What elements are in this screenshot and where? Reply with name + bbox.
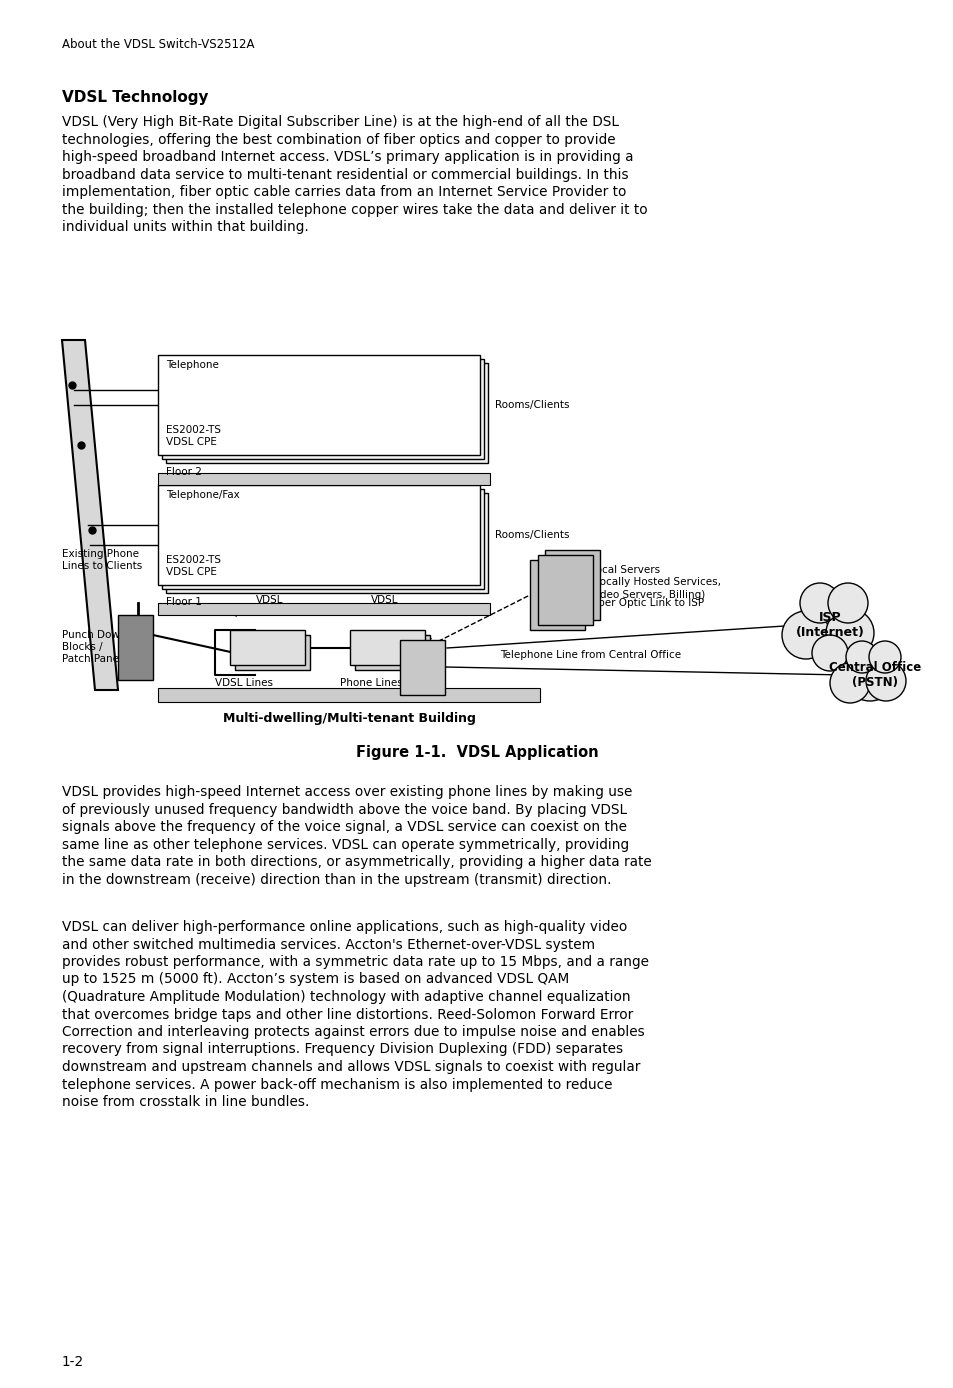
- Polygon shape: [166, 364, 488, 464]
- Text: implementation, fiber optic cable carries data from an Internet Service Provider: implementation, fiber optic cable carrie…: [62, 185, 626, 198]
- Circle shape: [825, 609, 873, 657]
- Text: ISP
(Internet): ISP (Internet): [795, 611, 863, 638]
- Bar: [158, 688, 539, 702]
- Text: of previously unused frequency bandwidth above the voice band. By placing VDSL: of previously unused frequency bandwidth…: [62, 802, 626, 816]
- Text: downstream and upstream channels and allows VDSL signals to coexist with regular: downstream and upstream channels and all…: [62, 1060, 639, 1074]
- Text: in the downstream (receive) direction than in the upstream (transmit) direction.: in the downstream (receive) direction th…: [62, 873, 611, 887]
- Text: ES2002-TS
VDSL CPE: ES2002-TS VDSL CPE: [166, 555, 221, 577]
- Text: high-speed broadband Internet access. VDSL’s primary application is in providing: high-speed broadband Internet access. VD…: [62, 150, 633, 164]
- Text: VDSL (Very High Bit-Rate Digital Subscriber Line) is at the high-end of all the : VDSL (Very High Bit-Rate Digital Subscri…: [62, 115, 618, 129]
- Text: signals above the frequency of the voice signal, a VDSL service can coexist on t: signals above the frequency of the voice…: [62, 820, 626, 834]
- Bar: [399, 640, 444, 695]
- Text: noise from crosstalk in line bundles.: noise from crosstalk in line bundles.: [62, 1095, 309, 1109]
- Polygon shape: [158, 355, 479, 455]
- Text: Floor 2: Floor 2: [166, 466, 202, 477]
- Text: Multi-dwelling/Multi-tenant Building: Multi-dwelling/Multi-tenant Building: [222, 712, 475, 725]
- Text: the building; then the installed telephone copper wires take the data and delive: the building; then the installed telepho…: [62, 203, 647, 217]
- Circle shape: [811, 634, 847, 670]
- Text: up to 1525 m (5000 ft). Accton’s system is based on advanced VDSL QAM: up to 1525 m (5000 ft). Accton’s system …: [62, 973, 569, 987]
- Text: Fiber Optic Link to ISP: Fiber Optic Link to ISP: [589, 598, 703, 608]
- Text: recovery from signal interruptions. Frequency Division Duplexing (FDD) separates: recovery from signal interruptions. Freq…: [62, 1042, 622, 1056]
- Text: the same data rate in both directions, or asymmetrically, providing a higher dat: the same data rate in both directions, o…: [62, 855, 651, 869]
- Bar: [158, 602, 490, 615]
- Polygon shape: [158, 484, 479, 584]
- Bar: [158, 473, 490, 484]
- Polygon shape: [162, 489, 483, 589]
- Circle shape: [865, 661, 905, 701]
- Text: Rooms/Clients: Rooms/Clients: [495, 400, 569, 409]
- Bar: [355, 634, 430, 670]
- Text: Floor 1: Floor 1: [166, 597, 202, 607]
- Text: ES2002-TS
VDSL CPE: ES2002-TS VDSL CPE: [166, 425, 221, 447]
- Text: VDSL Technology: VDSL Technology: [62, 90, 209, 105]
- Polygon shape: [162, 359, 483, 459]
- Circle shape: [829, 663, 869, 702]
- Text: Figure 1-1.  VDSL Application: Figure 1-1. VDSL Application: [355, 745, 598, 761]
- Polygon shape: [166, 493, 488, 593]
- Text: same line as other telephone services. VDSL can operate symmetrically, providing: same line as other telephone services. V…: [62, 837, 628, 851]
- Circle shape: [843, 650, 895, 701]
- Text: individual units within that building.: individual units within that building.: [62, 221, 309, 235]
- Circle shape: [845, 641, 877, 673]
- Text: Phone Lines: Phone Lines: [339, 677, 402, 688]
- Text: broadband data service to multi-tenant residential or commercial buildings. In t: broadband data service to multi-tenant r…: [62, 168, 628, 182]
- Text: Central Office
(PSTN): Central Office (PSTN): [828, 661, 921, 688]
- Text: Telephone: Telephone: [166, 359, 218, 371]
- Text: Telephone/Fax: Telephone/Fax: [166, 490, 239, 500]
- Bar: [234, 634, 310, 670]
- Text: provides robust performance, with a symmetric data rate up to 15 Mbps, and a ran: provides robust performance, with a symm…: [62, 955, 648, 969]
- Text: VDSL can deliver high-performance online applications, such as high-quality vide: VDSL can deliver high-performance online…: [62, 920, 626, 934]
- Bar: [544, 550, 599, 620]
- Text: 1-2: 1-2: [62, 1355, 84, 1369]
- Bar: [118, 615, 152, 680]
- Text: Existing Phone
Lines to Clients: Existing Phone Lines to Clients: [62, 548, 142, 572]
- Circle shape: [800, 583, 840, 623]
- Text: Local Servers
(Locally Hosted Services,
Video Servers, Billing): Local Servers (Locally Hosted Services, …: [589, 565, 720, 600]
- Text: Punch Down
Blocks /
Patch Panels: Punch Down Blocks / Patch Panels: [62, 630, 128, 665]
- Text: About the VDSL Switch-VS2512A: About the VDSL Switch-VS2512A: [62, 37, 254, 51]
- Circle shape: [781, 611, 829, 659]
- Text: VDSL provides high-speed Internet access over existing phone lines by making use: VDSL provides high-speed Internet access…: [62, 786, 632, 799]
- Text: Rooms/Clients: Rooms/Clients: [495, 530, 569, 540]
- Bar: [350, 630, 424, 665]
- Text: telephone services. A power back-off mechanism is also implemented to reduce: telephone services. A power back-off mec…: [62, 1077, 612, 1091]
- Text: PBX: PBX: [412, 638, 432, 648]
- Text: VDSL
Splitter-VM2524: VDSL Splitter-VM2524: [228, 595, 312, 618]
- Text: that overcomes bridge taps and other line distortions. Reed-Solomon Forward Erro: that overcomes bridge taps and other lin…: [62, 1008, 633, 1022]
- Text: Telephone Line from Central Office: Telephone Line from Central Office: [499, 650, 680, 661]
- Polygon shape: [62, 340, 118, 690]
- Circle shape: [827, 583, 867, 623]
- Text: technologies, offering the best combination of fiber optics and copper to provid: technologies, offering the best combinat…: [62, 132, 615, 147]
- Text: and other switched multimedia services. Accton's Ethernet-over-VDSL system: and other switched multimedia services. …: [62, 937, 595, 952]
- Bar: [230, 630, 305, 665]
- Bar: [537, 555, 593, 625]
- Text: VDSL
Switch-VS2512A: VDSL Switch-VS2512A: [342, 595, 427, 618]
- Bar: [530, 559, 584, 630]
- Text: VDSL Lines: VDSL Lines: [214, 677, 273, 688]
- Circle shape: [797, 593, 862, 657]
- Circle shape: [868, 641, 900, 673]
- Text: Correction and interleaving protects against errors due to impulse noise and ena: Correction and interleaving protects aga…: [62, 1024, 644, 1040]
- Text: (Quadrature Amplitude Modulation) technology with adaptive channel equalization: (Quadrature Amplitude Modulation) techno…: [62, 990, 630, 1004]
